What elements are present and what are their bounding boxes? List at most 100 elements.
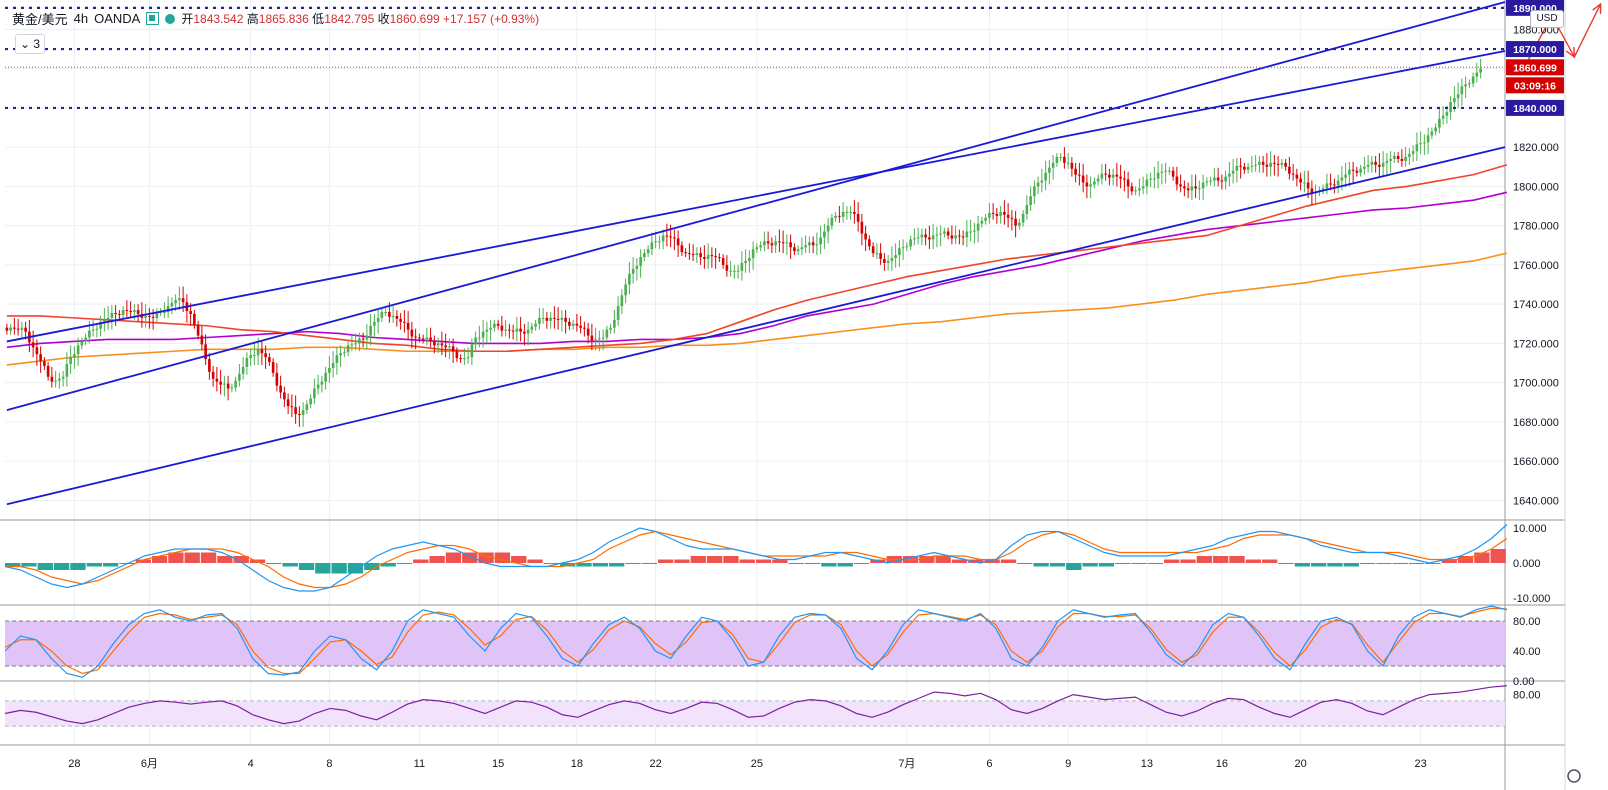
candle-body: [1063, 156, 1066, 163]
candle-body: [875, 253, 879, 255]
macd-histogram-bar: [1425, 563, 1441, 564]
candle-body: [620, 295, 624, 307]
candle-body: [976, 223, 980, 231]
candle-body: [339, 353, 342, 356]
candle-body: [886, 260, 890, 263]
candle-body: [395, 315, 399, 319]
candle-body: [271, 362, 275, 373]
macd-histogram-bar: [1131, 563, 1147, 564]
price-tick-label: 1780.000: [1513, 221, 1559, 233]
candle-body: [568, 321, 571, 326]
candle-body: [144, 315, 147, 318]
candle-body: [958, 235, 961, 237]
candle-body: [1059, 156, 1062, 158]
time-axis[interactable]: 28 6月 4 8 11 15 18 22 25 7月 6 9 13 16 20 23: [68, 758, 1581, 783]
macd-histogram-bar: [674, 559, 690, 563]
candle-body: [133, 310, 136, 312]
candle-body: [500, 325, 504, 331]
candle-body: [534, 323, 537, 327]
currency-badge[interactable]: USD: [1530, 10, 1564, 28]
exchange-label: OANDA: [94, 11, 141, 26]
candle-body: [1145, 179, 1149, 187]
candle-body: [1445, 111, 1449, 116]
candle-body: [1216, 177, 1220, 181]
candle-body: [335, 355, 339, 364]
candle-body: [455, 351, 459, 359]
candle-body: [298, 414, 301, 416]
arrow-head-up-2: [1592, 2, 1602, 14]
candle-body: [1453, 98, 1456, 103]
macd-histogram-bar: [772, 559, 788, 563]
candle-body: [703, 257, 706, 260]
candle-body: [853, 211, 856, 214]
candle-body: [1385, 160, 1389, 163]
candle-body: [481, 331, 485, 338]
candle-body: [1003, 211, 1006, 215]
candle-body: [1224, 176, 1227, 182]
candle-body: [628, 273, 631, 285]
candle-body: [88, 330, 91, 338]
candle-body: [868, 239, 871, 247]
macd-histogram-bar: [984, 559, 1000, 563]
price-axis[interactable]: 1640.000 1660.000 1680.000 1700.000 1720.000…: [1513, 24, 1559, 701]
candle-body: [1100, 173, 1104, 179]
candle-body: [961, 236, 965, 238]
candle-body: [931, 235, 935, 240]
candle-body: [1363, 166, 1366, 169]
candle-body: [1291, 173, 1295, 175]
candle-body: [219, 381, 222, 385]
candle-body: [39, 354, 42, 362]
candle-body: [331, 363, 335, 368]
macd-histogram-bar: [543, 563, 560, 564]
candle-body: [1419, 143, 1422, 145]
macd-histogram-bar: [1017, 563, 1033, 564]
countdown-badge-bg: [1506, 77, 1564, 94]
candle-body: [1179, 184, 1182, 187]
candle-body: [354, 343, 357, 345]
candle-body: [58, 378, 61, 381]
candle-body: [1040, 180, 1044, 183]
candle-body: [1186, 188, 1190, 191]
macd-histogram-bar: [511, 556, 527, 563]
low-value: 1842.795: [324, 12, 375, 26]
horizontal-levels[interactable]: [5, 6, 1505, 110]
macd-histogram-bar: [706, 556, 723, 563]
candle-body: [1464, 84, 1467, 87]
candle-body: [1198, 188, 1201, 190]
flag-icon[interactable]: [146, 12, 160, 25]
candle-body: [909, 239, 912, 247]
price-tick-label: 1820.000: [1513, 142, 1559, 154]
candle-body: [264, 353, 267, 358]
candle-body: [1048, 167, 1051, 173]
candle-body: [155, 312, 159, 318]
rsi-pane: [4, 685, 1507, 727]
candle-body: [943, 231, 946, 234]
candle-body: [763, 241, 766, 246]
candle-body: [665, 235, 669, 237]
candle-body: [541, 317, 545, 319]
trend-channel[interactable]: [6, 1, 1506, 506]
candle-body: [463, 358, 466, 360]
macd-histogram-bar: [37, 563, 53, 570]
macd-histogram-bar: [347, 563, 364, 574]
candle-body: [1115, 174, 1119, 177]
low-label: 低: [312, 12, 325, 26]
gear-icon[interactable]: [1567, 769, 1581, 783]
time-tick-label: 25: [751, 758, 763, 770]
candle-body: [609, 327, 612, 330]
indicator-toggle[interactable]: ⌄ 3: [15, 34, 45, 54]
interval-label[interactable]: 4h: [73, 11, 89, 26]
candle-body: [253, 355, 256, 357]
candle-body: [1351, 169, 1355, 171]
candle-body: [1246, 166, 1250, 170]
symbol-name[interactable]: 黄金/美元: [12, 12, 68, 27]
candle-body: [283, 392, 286, 400]
candle-body: [1070, 162, 1074, 169]
candle-body: [1276, 163, 1280, 165]
channel-line-upper: [6, 1, 1506, 411]
candle-body: [369, 325, 372, 336]
macd-histogram-bar: [527, 559, 543, 563]
candle-body: [564, 317, 567, 322]
